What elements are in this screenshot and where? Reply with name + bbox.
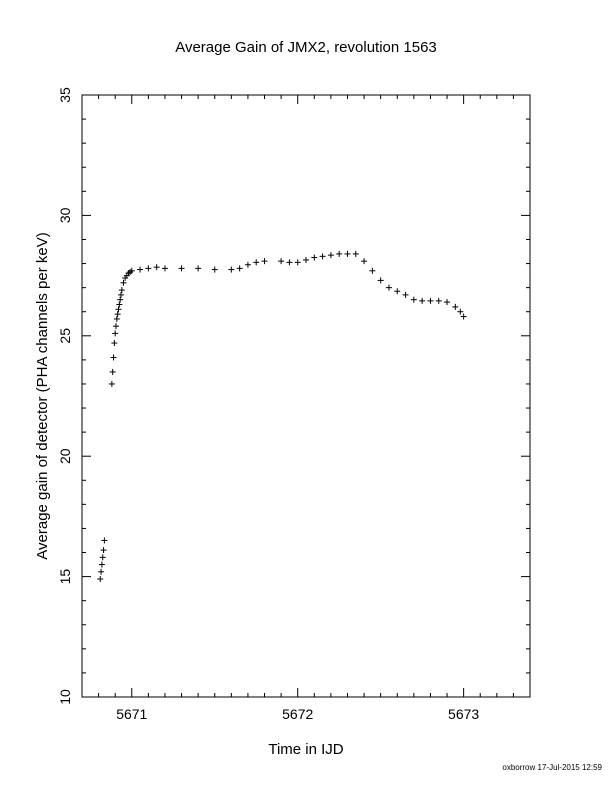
- data-point: [311, 254, 318, 261]
- data-point: [153, 264, 160, 271]
- data-point: [112, 330, 119, 337]
- data-point: [113, 323, 120, 330]
- data-point: [327, 252, 334, 259]
- y-tick-label: 30: [57, 207, 73, 223]
- data-point: [435, 297, 442, 304]
- x-axis-label: Time in IJD: [268, 741, 343, 758]
- data-point: [161, 265, 168, 272]
- data-point: [108, 380, 115, 387]
- data-point: [244, 261, 251, 268]
- data-point: [457, 308, 464, 315]
- data-point: [101, 537, 108, 544]
- data-point: [110, 354, 117, 361]
- data-point: [128, 267, 135, 274]
- data-point: [120, 279, 127, 286]
- data-point: [100, 547, 107, 554]
- data-point: [352, 250, 359, 257]
- data-point: [236, 265, 243, 272]
- data-point: [336, 250, 343, 257]
- data-point: [117, 291, 124, 298]
- data-point: [109, 368, 116, 375]
- y-tick-label: 10: [57, 689, 73, 705]
- data-point: [344, 250, 351, 257]
- data-point: [99, 554, 106, 561]
- data-point: [294, 259, 301, 266]
- axis-ticks: [81, 94, 531, 698]
- data-point: [113, 315, 120, 322]
- data-point: [137, 266, 144, 273]
- y-tick-label: 15: [57, 569, 73, 585]
- data-point: [98, 568, 105, 575]
- data-point: [98, 561, 105, 568]
- data-point: [419, 297, 426, 304]
- data-point: [444, 299, 451, 306]
- data-point: [452, 303, 459, 310]
- data-point: [427, 297, 434, 304]
- data-point: [195, 265, 202, 272]
- data-point: [402, 291, 409, 298]
- data-point: [211, 266, 218, 273]
- data-point: [377, 277, 384, 284]
- data-point: [117, 296, 124, 303]
- data-point: [111, 340, 118, 347]
- chart-title: Average Gain of JMX2, revolution 1563: [175, 39, 437, 56]
- data-point: [97, 576, 104, 583]
- data-point: [116, 301, 123, 308]
- data-point: [118, 287, 125, 294]
- x-tick-label: 5672: [282, 706, 313, 722]
- data-point: [369, 267, 376, 274]
- data-point: [286, 259, 293, 266]
- y-axis-label: Average gain of detector (PHA channels p…: [34, 232, 51, 559]
- data-point: [303, 256, 309, 263]
- data-point: [228, 266, 235, 273]
- author-timestamp: oxborrow 17-Jul-2015 12:59: [502, 763, 602, 772]
- data-point: [394, 288, 401, 295]
- data-point: [261, 258, 268, 265]
- data-point: [178, 265, 185, 272]
- data-point: [115, 306, 122, 313]
- data-point: [278, 258, 285, 265]
- data-point: [460, 313, 467, 320]
- y-tick-label: 20: [57, 448, 73, 464]
- data-point: [114, 311, 121, 318]
- x-tick-label: 5671: [116, 706, 147, 722]
- data-series: [97, 250, 467, 583]
- data-point: [319, 253, 326, 260]
- data-point: [410, 296, 417, 303]
- y-tick-label: 35: [57, 87, 73, 103]
- plot-frame: [81, 94, 531, 698]
- data-point: [253, 259, 260, 266]
- axis-tick-labels: 5671 5672 5673 10 15 20 25 30 35: [57, 87, 479, 722]
- data-point: [145, 265, 152, 272]
- data-point: [385, 284, 392, 291]
- data-point: [361, 258, 368, 265]
- x-tick-label: 5673: [448, 706, 479, 722]
- y-tick-label: 25: [57, 328, 73, 344]
